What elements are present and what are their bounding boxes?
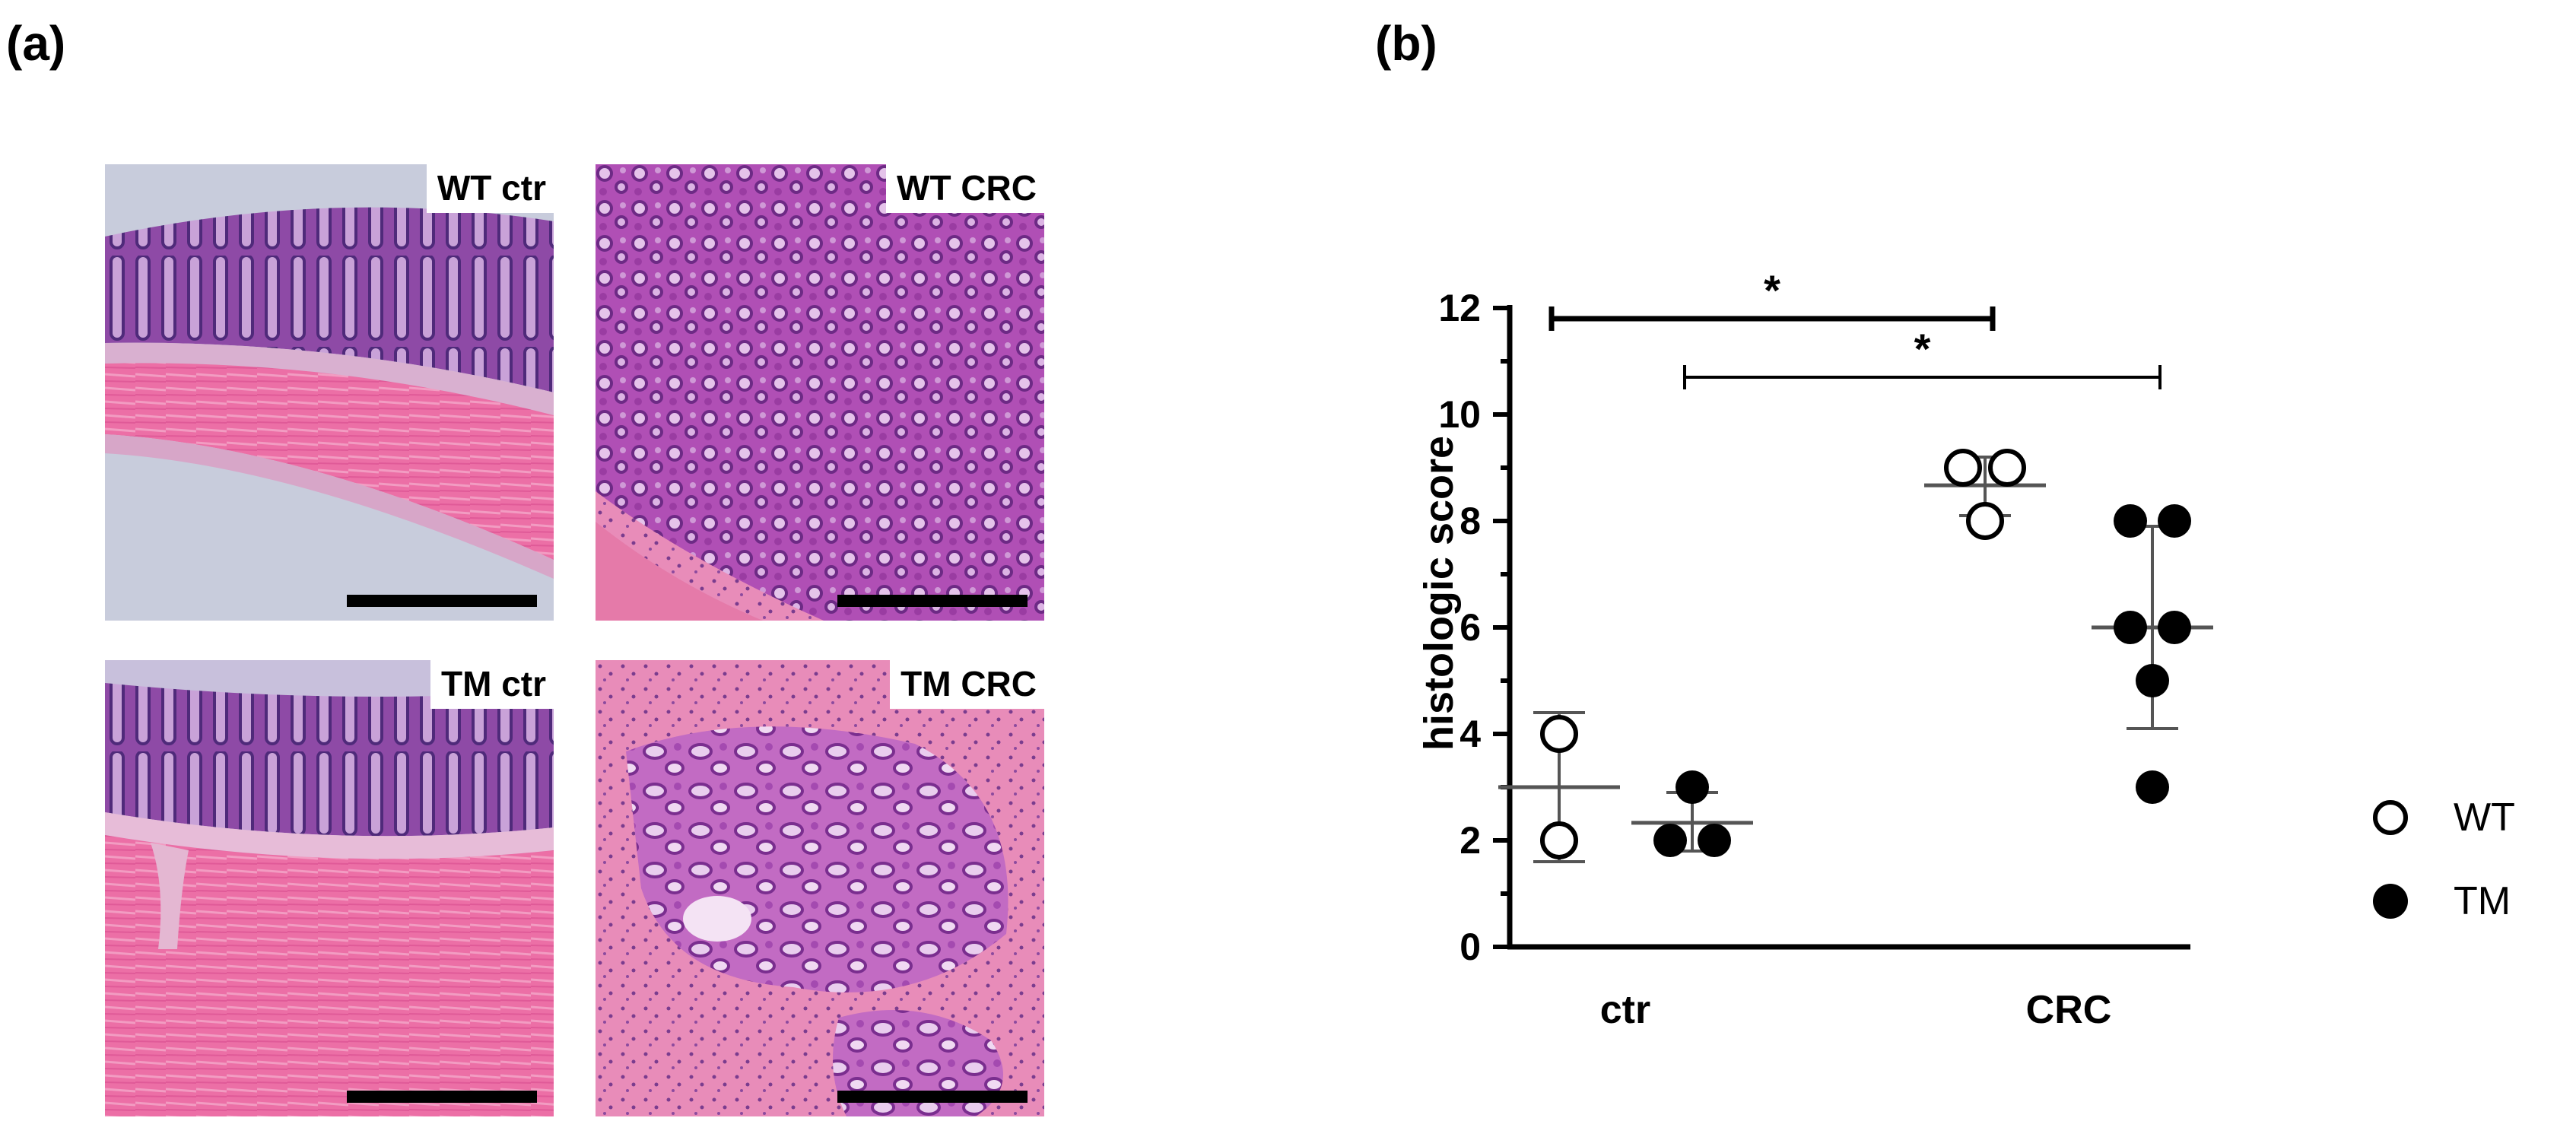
data-point — [2114, 504, 2147, 538]
significance-brackets: ** — [1548, 266, 2161, 389]
data-point — [1944, 449, 1982, 487]
panel-label-b: (b) — [1375, 16, 1437, 71]
legend-label: WT — [2454, 796, 2515, 840]
data-point — [1540, 821, 1578, 859]
scale-bar — [347, 1091, 537, 1103]
tissue-image — [596, 660, 1044, 1116]
y-tick-label: 10 — [1438, 393, 1481, 436]
legend-item-tm: TM — [2373, 859, 2515, 943]
micrograph-wt-crc: WT CRC — [596, 164, 1044, 621]
data-points — [1540, 449, 2191, 859]
x-tick-label: ctr — [1600, 988, 1650, 1032]
data-point — [1540, 715, 1578, 753]
data-point — [2158, 504, 2191, 538]
micrograph-label: WT CRC — [886, 164, 1044, 213]
y-tick-label: 6 — [1460, 606, 1481, 649]
significance-label: * — [1914, 325, 1931, 373]
tissue-image — [105, 164, 554, 621]
data-point — [2136, 770, 2169, 804]
panel-label-a: (a) — [6, 16, 66, 71]
data-point — [2114, 611, 2147, 644]
data-point — [2158, 611, 2191, 644]
chart-legend: WT TM — [2373, 776, 2515, 943]
micrograph-label: TM ctr — [430, 660, 554, 709]
data-point — [1676, 770, 1709, 804]
tissue-image — [596, 164, 1044, 621]
data-point — [1698, 824, 1731, 857]
legend-label: TM — [2454, 879, 2511, 923]
x-axis: ctr CRC — [1507, 944, 2190, 1032]
scale-bar — [837, 1091, 1028, 1103]
x-tick-label: CRC — [2026, 988, 2112, 1032]
y-tick-label: 4 — [1460, 713, 1481, 755]
micrograph-tm-ctr: TM ctr — [105, 660, 554, 1116]
filled-circle-icon — [2373, 884, 2408, 919]
y-tick-label: 2 — [1460, 819, 1481, 862]
data-point — [2136, 664, 2169, 697]
y-axis-label: histologic score — [1416, 436, 1462, 751]
data-point — [1966, 502, 2004, 540]
significance-label: * — [1764, 266, 1780, 314]
legend-item-wt: WT — [2373, 776, 2515, 859]
data-point — [1653, 824, 1687, 857]
scale-bar — [347, 595, 537, 607]
micrograph-label: WT ctr — [426, 164, 554, 213]
micrograph-wt-ctr: WT ctr — [105, 164, 554, 621]
y-tick-label: 8 — [1460, 500, 1481, 542]
y-tick-label: 12 — [1438, 287, 1481, 329]
open-circle-icon — [2373, 800, 2408, 835]
scale-bar — [837, 595, 1028, 607]
data-point — [1988, 449, 2026, 487]
error-bars — [1498, 456, 2213, 863]
micrograph-tm-crc: TM CRC — [596, 660, 1044, 1116]
y-tick-label: 0 — [1460, 926, 1481, 968]
tissue-image — [105, 660, 554, 1116]
micrograph-label: TM CRC — [890, 660, 1044, 709]
